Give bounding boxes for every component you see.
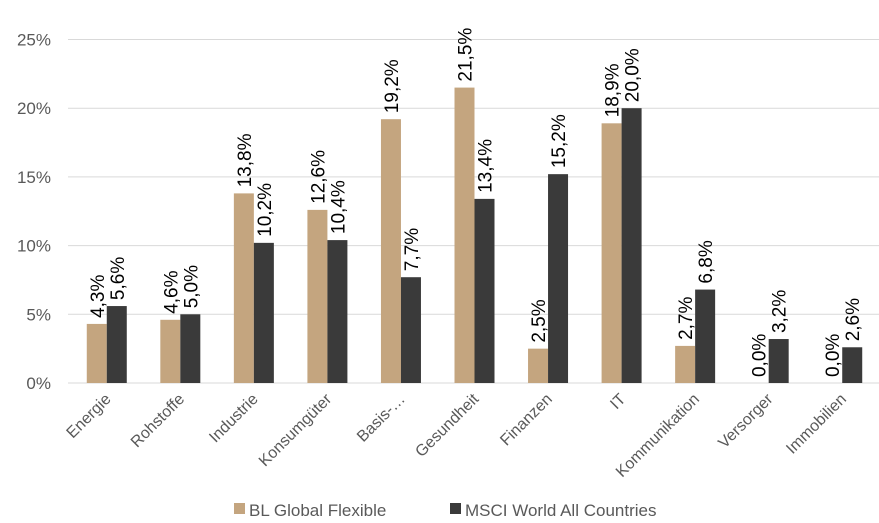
x-category-label: Energie: [64, 391, 115, 442]
bar-msci-world-9: [768, 339, 789, 383]
bar-msci-world-1: [180, 314, 201, 383]
bar-msci-world-7: [621, 108, 642, 383]
data-label: 15,2%: [549, 114, 570, 168]
y-tick-label: 10%: [17, 237, 51, 256]
bar-msci-world-5: [474, 198, 495, 383]
bar-bl-global-flexible-0: [86, 323, 107, 383]
x-category-label: Konsumgüter: [256, 390, 336, 470]
data-label: 4,3%: [88, 275, 109, 318]
bar-msci-world-8: [695, 289, 716, 383]
y-tick-label: 25%: [17, 31, 51, 50]
data-label: 10,2%: [255, 183, 276, 237]
data-label: 19,2%: [382, 59, 403, 113]
data-label: 20,0%: [623, 48, 644, 102]
data-label: 7,7%: [402, 228, 423, 271]
y-tick-label: 15%: [17, 168, 51, 187]
y-tick-label: 5%: [26, 305, 51, 324]
data-label: 13,8%: [235, 133, 256, 187]
data-label: 21,5%: [456, 28, 477, 82]
bar-msci-world-4: [400, 277, 421, 383]
legend-swatch: [234, 503, 245, 514]
data-label: 10,4%: [328, 180, 349, 234]
x-category-label: Immobilien: [783, 391, 850, 458]
x-category-label: Versorger: [715, 390, 777, 452]
x-category-label: Rohstoffe: [128, 391, 188, 451]
legend-swatch: [450, 503, 461, 514]
bar-msci-world-0: [106, 306, 127, 383]
bar-bl-global-flexible-1: [160, 319, 181, 383]
bar-bl-global-flexible-8: [675, 345, 696, 383]
data-label: 0,0%: [823, 334, 844, 377]
data-label: 12,6%: [308, 150, 329, 204]
data-label: 13,4%: [476, 139, 497, 193]
data-label: 3,2%: [770, 290, 791, 333]
data-label: 2,5%: [529, 299, 550, 342]
y-axis-tick-labels: 0% 5% 10% 15% 20% 25%: [17, 31, 51, 394]
bar-msci-world-10: [842, 347, 863, 383]
x-category-label: Basis-…: [354, 391, 409, 446]
legend-label: BL Global Flexible: [249, 501, 386, 520]
x-category-label: Industrie: [206, 391, 261, 446]
bars: [86, 87, 863, 384]
data-label: 2,7%: [676, 296, 697, 339]
data-label: 5,0%: [181, 265, 202, 308]
legend-label: MSCI World All Countries: [465, 501, 656, 520]
y-tick-label: 0%: [26, 374, 51, 393]
data-label: 4,6%: [161, 270, 182, 313]
bar-bl-global-flexible-3: [307, 209, 328, 383]
bar-bl-global-flexible-4: [380, 119, 401, 383]
data-label: 18,9%: [603, 63, 624, 117]
bar-bl-global-flexible-2: [233, 193, 254, 383]
data-label: 2,6%: [843, 298, 864, 341]
x-category-label: IT: [607, 391, 629, 413]
data-labels: 4,3% 5,6% 4,6% 5,0% 13,8%10,2% 12,6%10,4% 19,2…: [88, 28, 864, 377]
bar-bl-global-flexible-6: [528, 348, 549, 383]
bar-msci-world-6: [548, 174, 569, 383]
legend: BL Global Flexible MSCI World All Countri…: [234, 501, 656, 520]
y-tick-label: 20%: [17, 99, 51, 118]
bar-bl-global-flexible-7: [601, 123, 622, 384]
data-label: 0,0%: [750, 334, 771, 377]
bar-msci-world-3: [327, 240, 348, 383]
x-category-label: Finanzen: [497, 391, 556, 450]
bar-msci-world-2: [253, 242, 274, 383]
data-label: 6,8%: [696, 240, 717, 283]
bar-bl-global-flexible-5: [454, 87, 475, 383]
x-category-label: Gesundheit: [412, 390, 482, 460]
data-label: 5,6%: [108, 257, 129, 300]
